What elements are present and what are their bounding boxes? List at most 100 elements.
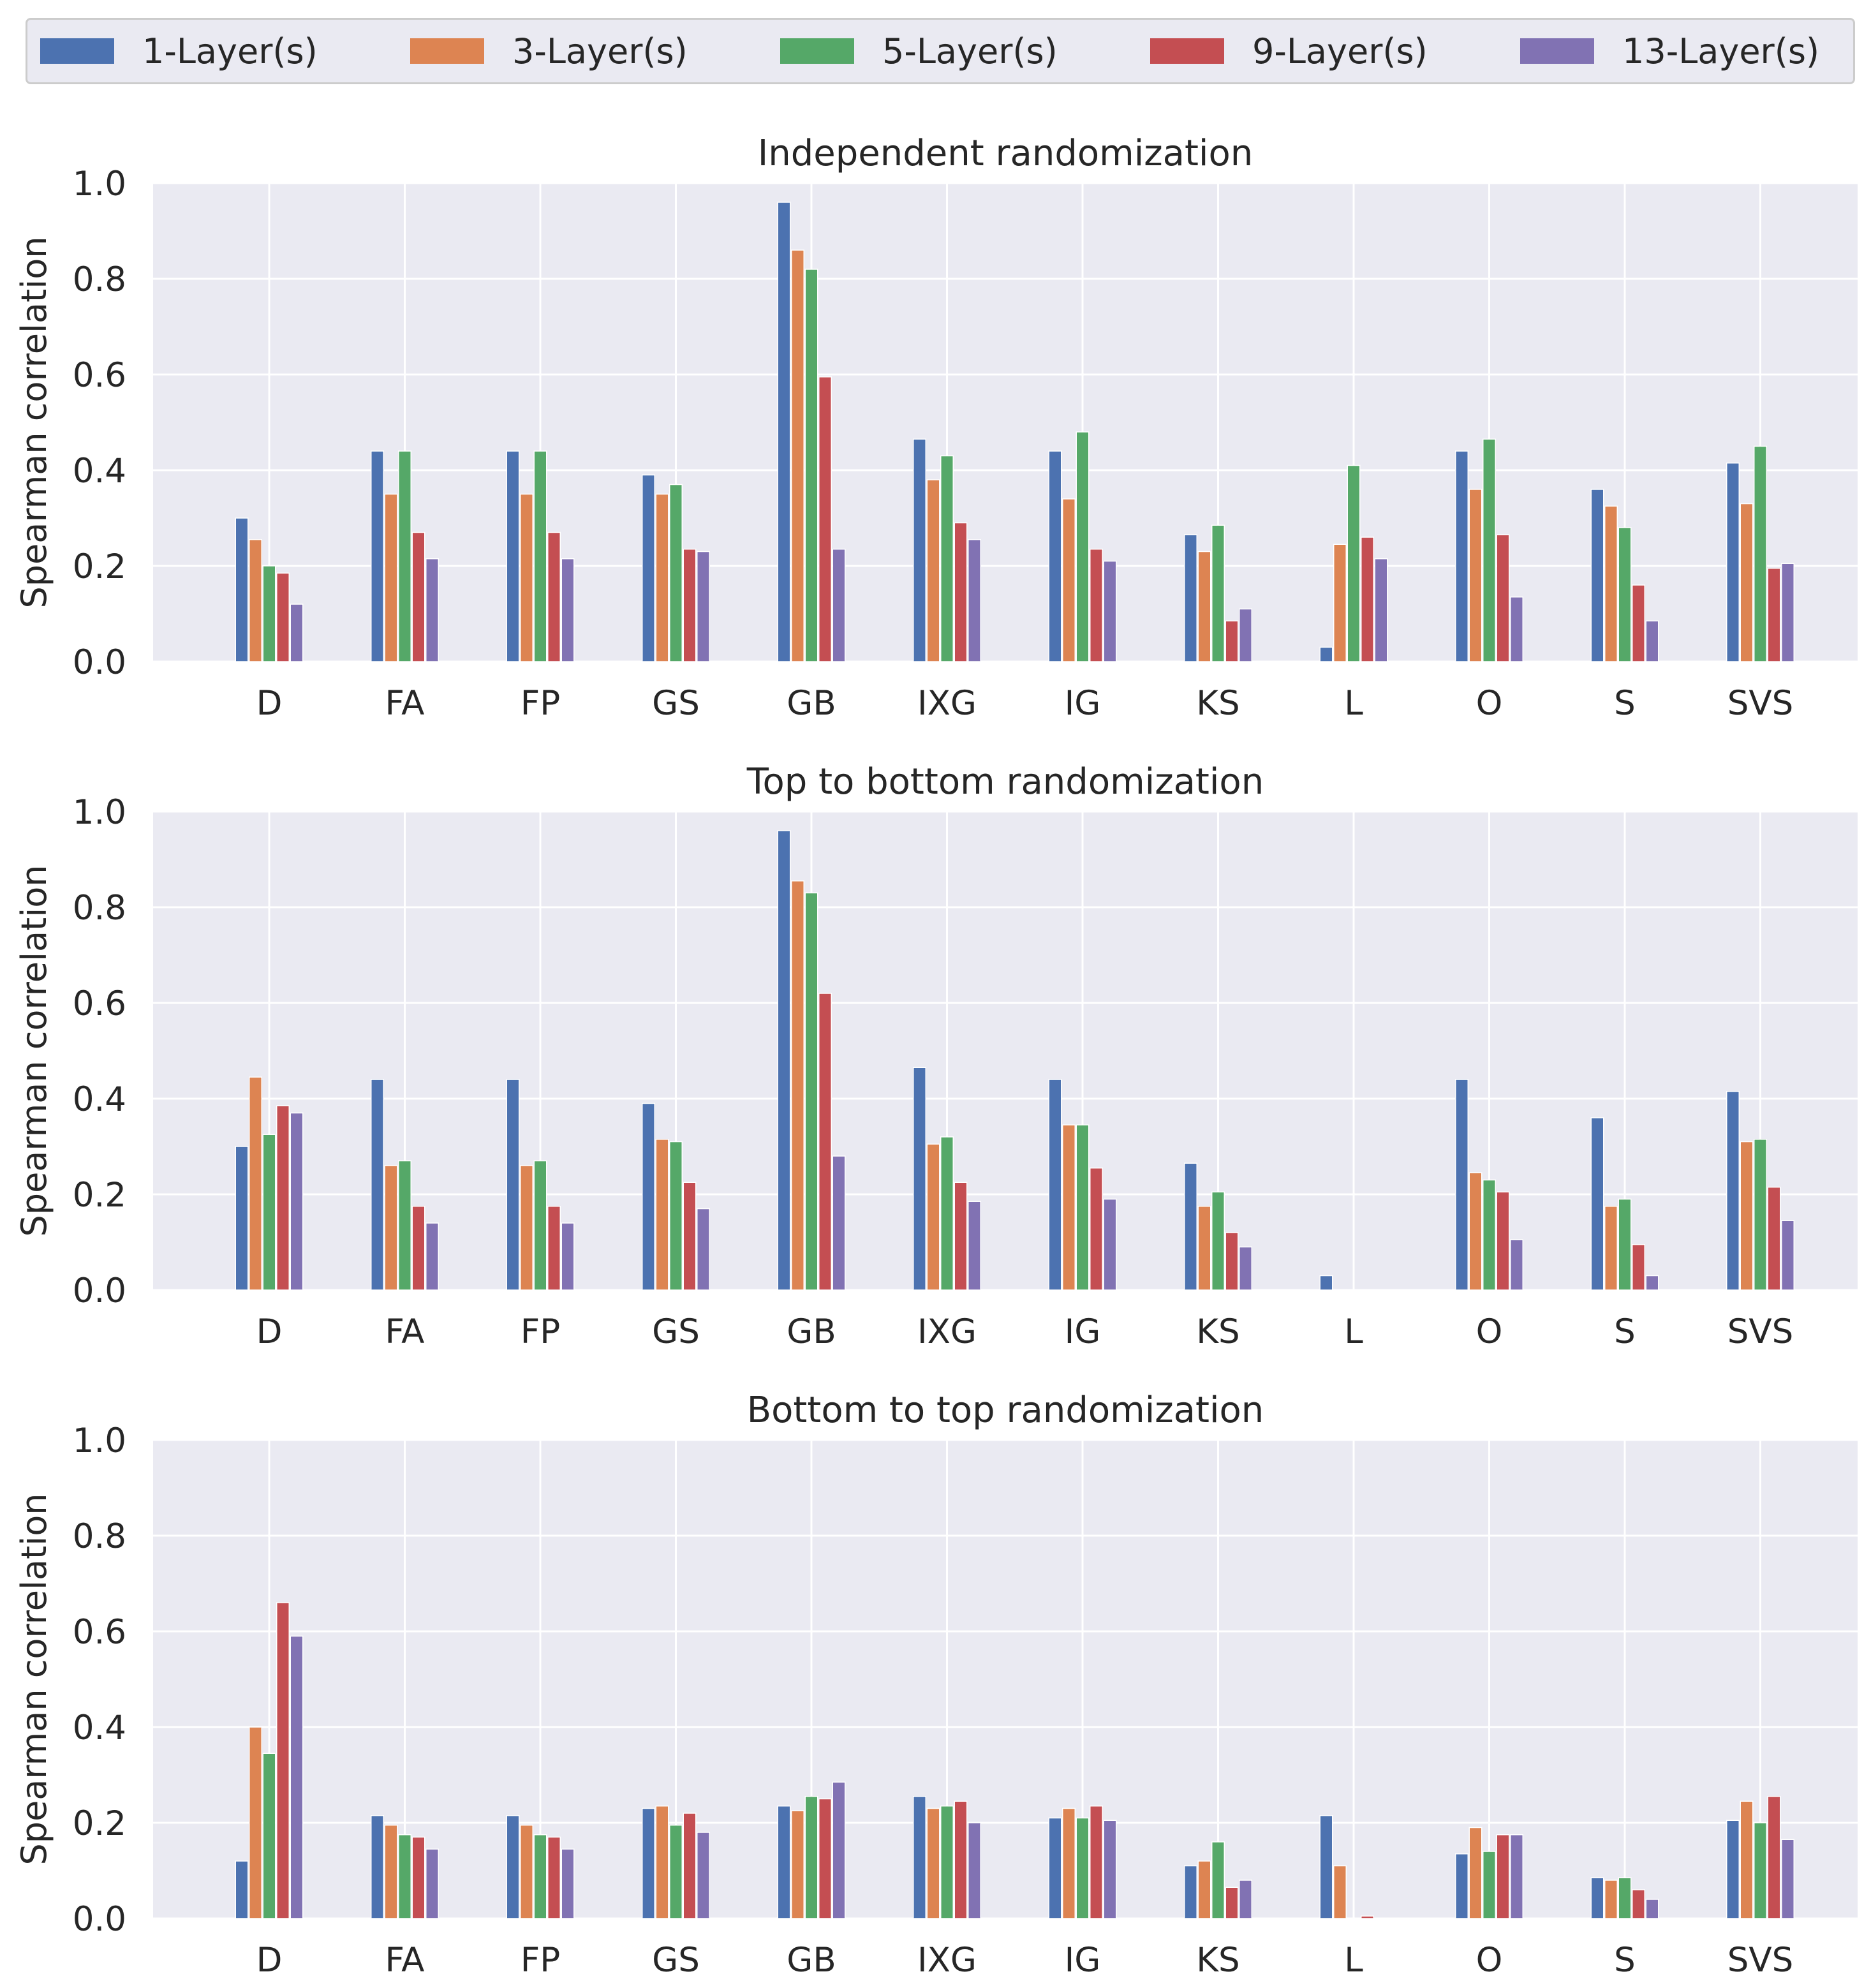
- legend-label: 13-Layer(s): [1622, 31, 1820, 71]
- bar: [1239, 1246, 1252, 1291]
- chart-panel: 0.0 0.2 0.4 0.6 0.8 1.0 D FA FP GS GB IXG IG KS L O S SVS…: [14, 761, 1858, 1351]
- bar: [411, 1836, 425, 1919]
- bar: [1048, 1817, 1062, 1919]
- y-tick-label: 1.0: [73, 165, 126, 204]
- bar: [1076, 1124, 1090, 1291]
- legend-swatch: [1150, 38, 1224, 64]
- legend-item: 3-Layer(s): [410, 20, 688, 82]
- bar: [425, 558, 439, 662]
- bar: [1062, 1807, 1076, 1919]
- bar: [1225, 1887, 1239, 1919]
- bar: [520, 1165, 533, 1291]
- bar: [1590, 489, 1604, 662]
- bar: [954, 522, 968, 662]
- bar: [547, 1206, 561, 1291]
- bar: [926, 1143, 940, 1291]
- x-tick-label: L: [1344, 1941, 1363, 1980]
- bar: [262, 565, 276, 662]
- y-tick-label: 0.2: [73, 1804, 126, 1843]
- legend-label: 3-Layer(s): [512, 31, 688, 71]
- x-tick-label: GB: [787, 684, 836, 723]
- bar: [683, 1813, 697, 1919]
- legend-swatch: [1520, 38, 1594, 64]
- bar: [1361, 537, 1374, 662]
- legend-item: 9-Layer(s): [1150, 20, 1428, 82]
- bar: [1754, 1822, 1767, 1919]
- y-tick-label: 0.8: [73, 1517, 126, 1556]
- bar: [1211, 524, 1225, 662]
- bar: [968, 539, 981, 662]
- bar: [1510, 1239, 1523, 1291]
- bar: [1076, 1817, 1090, 1919]
- bar: [1455, 1853, 1468, 1919]
- x-tick-label: GB: [787, 1941, 836, 1980]
- chart-title: Bottom to top randomization: [747, 1390, 1264, 1431]
- x-tick-label: KS: [1196, 1312, 1239, 1351]
- x-tick-label: FP: [521, 1312, 560, 1351]
- bar: [249, 1726, 262, 1919]
- bar: [547, 531, 561, 662]
- chart-title: Independent randomization: [758, 133, 1253, 174]
- chart-panel: 0.0 0.2 0.4 0.6 0.8 1.0 D FA FP GS GB IXG IG KS L O S SVS…: [14, 133, 1858, 723]
- bar: [940, 1806, 954, 1919]
- plot-background: [153, 1440, 1858, 1918]
- bar: [655, 493, 669, 662]
- bar: [1211, 1841, 1225, 1919]
- x-tick-label: FA: [385, 1941, 425, 1980]
- bar: [235, 1860, 249, 1919]
- bar: [1211, 1191, 1225, 1291]
- bar: [1062, 498, 1076, 662]
- bar: [1225, 1232, 1239, 1291]
- bar: [235, 1146, 249, 1291]
- bar: [1726, 1820, 1740, 1919]
- bar: [1483, 438, 1496, 662]
- bar: [1496, 1191, 1510, 1291]
- legend-swatch: [410, 38, 484, 64]
- bar: [818, 376, 832, 662]
- x-tick-label: D: [256, 1312, 283, 1351]
- bar: [371, 450, 384, 662]
- bar: [1767, 1796, 1781, 1919]
- bar: [1090, 1168, 1103, 1291]
- x-tick-label: O: [1476, 684, 1503, 723]
- x-tick-label: IXG: [917, 684, 977, 723]
- x-tick-label: L: [1344, 1312, 1363, 1351]
- x-tick-label: FA: [385, 684, 425, 723]
- x-tick-label: KS: [1196, 1941, 1239, 1980]
- y-tick-label: 0.0: [73, 1900, 126, 1939]
- bar: [1090, 549, 1103, 662]
- y-tick-label: 0.0: [73, 643, 126, 682]
- bar: [1740, 1141, 1754, 1291]
- legend-item: 13-Layer(s): [1520, 20, 1819, 82]
- chart-title: Top to bottom randomization: [746, 761, 1264, 803]
- bar: [1333, 1865, 1347, 1919]
- x-tick-label: S: [1614, 1312, 1636, 1351]
- y-axis-label: Spearman correlation: [14, 237, 54, 609]
- bar: [940, 1136, 954, 1291]
- x-tick-label: KS: [1196, 684, 1239, 723]
- bar: [276, 1602, 290, 1919]
- bar: [262, 1134, 276, 1291]
- bar: [1103, 1820, 1117, 1919]
- bar: [1103, 1198, 1117, 1291]
- x-tick-label: IXG: [917, 1312, 977, 1351]
- bar: [398, 450, 411, 662]
- bar: [1468, 1172, 1483, 1291]
- bar: [1090, 1806, 1103, 1919]
- bar: [1632, 1244, 1645, 1291]
- bar: [262, 1753, 276, 1919]
- bar: [1618, 527, 1632, 662]
- bar: [1483, 1179, 1496, 1291]
- bar: [1468, 489, 1483, 662]
- bar: [968, 1822, 981, 1919]
- bar: [533, 1160, 547, 1291]
- y-tick-label: 0.2: [73, 1176, 126, 1215]
- bar: [1767, 1187, 1781, 1291]
- legend-swatch: [40, 38, 114, 64]
- x-tick-label: GS: [652, 1941, 700, 1980]
- bar: [561, 558, 575, 662]
- bar: [1319, 1275, 1333, 1291]
- bar: [398, 1834, 411, 1919]
- bar: [1483, 1851, 1496, 1919]
